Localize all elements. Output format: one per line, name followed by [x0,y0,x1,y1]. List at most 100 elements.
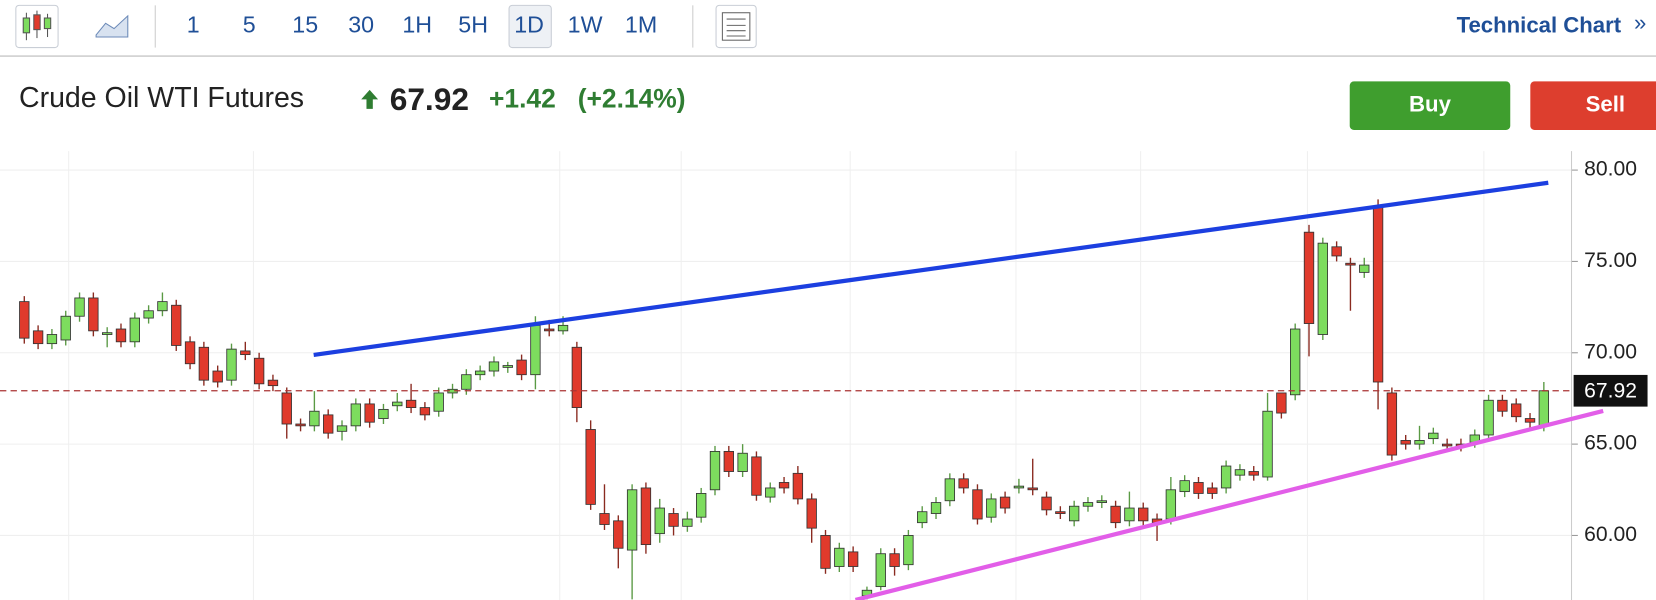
candle-body [1082,502,1094,507]
change: +1.42 [489,83,556,113]
candle-body [488,361,500,372]
candle-body [1303,231,1315,324]
interval-button[interactable]: 30 [348,12,374,38]
price: 67.92 [390,81,469,117]
candle-icon [22,10,52,41]
y-tick-label: 60.00 [1584,523,1637,546]
line-chart-icon[interactable] [95,14,129,38]
candle-body [502,365,513,368]
price-tag [1573,374,1648,407]
candle-body [1441,443,1453,447]
candle-body [212,370,223,383]
candle-body [115,328,127,343]
candle-body [129,317,140,343]
chart-layer [0,169,1572,600]
candle-body [1262,410,1273,478]
news-icon [721,12,751,41]
candle-body [1041,496,1052,511]
interval-button[interactable]: 5 [243,12,256,38]
candle-body [1179,480,1190,493]
candle-body [626,489,638,551]
sell-label: Sell [1586,92,1625,117]
candle-body [198,346,210,381]
interval-button[interactable]: 1 [187,12,200,38]
candle-body [171,304,182,346]
candle-body [544,328,555,332]
candle-body [226,348,237,381]
candle-body [599,513,610,525]
news-icon-button[interactable] [715,4,757,49]
interval-button[interactable]: 1M [625,12,657,38]
candle-body [60,315,71,341]
header: Crude Oil WTI Futures 67.92 +1.42 (+2.14… [19,81,1656,130]
candle-body [157,301,168,312]
candle-body [820,535,831,569]
candle-body [723,450,734,472]
candle-body [1234,469,1246,476]
candle-body [696,493,707,518]
candle-body [281,392,292,425]
y-tick-label: 70.00 [1584,340,1637,363]
candle-body [1068,505,1080,522]
candle-body [336,425,348,432]
up-arrow [361,89,379,109]
candle-body [474,370,486,376]
interval-button[interactable]: 5H [458,12,488,38]
candle-body [1124,507,1135,522]
candle-body [834,547,845,567]
y-tick-label: 75.00 [1584,249,1637,272]
y-tick-label: 80.00 [1584,158,1637,181]
candle-body [309,410,320,427]
candle-body [378,408,389,419]
buy-button[interactable] [1349,81,1511,130]
vertical-grid [68,151,1485,600]
candle-body [654,507,665,535]
change-percent: (+2.14%) [578,83,686,113]
candle-body [889,553,900,567]
candle-body [571,346,583,408]
interval-button[interactable]: 1H [402,12,432,38]
candle-body [1414,440,1425,445]
candle-body [240,350,251,356]
candle-body [392,401,403,407]
candle-body [1524,418,1536,423]
candle-body [1331,246,1342,257]
candle-body [972,489,983,520]
candle-body [737,452,748,472]
candle-body [613,520,624,549]
candle-body [1317,242,1328,335]
candle-body [875,553,886,588]
candle-body [32,330,44,345]
active-interval-box [508,4,552,49]
candle-body [405,399,417,408]
interval-button[interactable]: 1W [568,12,603,38]
candle-body [1386,392,1398,456]
sell-button[interactable] [1530,81,1656,130]
candle-body [986,498,997,518]
candle-body [433,392,444,412]
instrument-name: Crude Oil WTI Futures [19,82,304,114]
candle-body [74,297,85,317]
candle-body [1110,505,1121,524]
candle-body [778,482,790,489]
candle-body [1428,432,1439,440]
buy-label: Buy [1409,92,1452,117]
candle-body [806,498,817,529]
candle-body [1027,487,1038,491]
candle-body [1276,392,1287,414]
candle-body [1096,500,1107,503]
candle-body [1013,485,1025,489]
interval-button[interactable]: 1D [514,12,544,38]
candle-body [419,407,431,416]
candle-body [1207,487,1218,494]
candle-body [530,324,541,376]
technical-chart-link[interactable]: Technical Chart [1457,12,1622,37]
candle-body [461,374,472,390]
candle-body [1538,390,1550,427]
y-tick-label: 65.00 [1584,432,1637,455]
interval-button[interactable]: 15 [292,12,318,38]
candle-body [253,357,265,385]
candle-body [143,310,154,319]
candle-body [668,513,679,527]
candle-body [1511,403,1522,418]
